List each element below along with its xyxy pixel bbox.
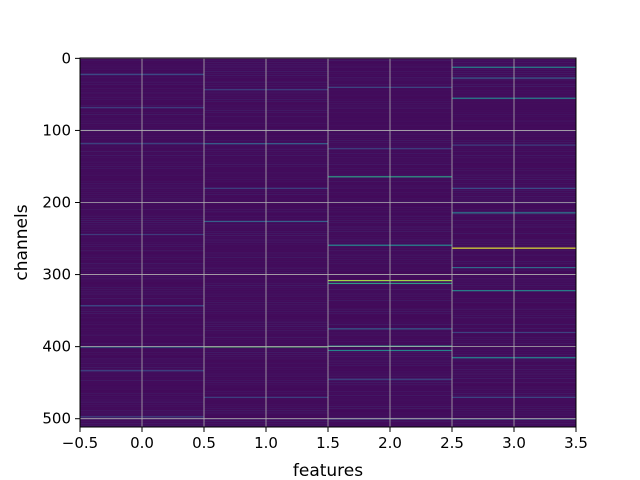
y-tick-label: 400 [42,338,71,356]
y-tick-label: 200 [42,194,71,212]
x-axis-label: features [293,461,363,480]
x-tick-label: 2.5 [440,434,464,452]
y-tick-label: 500 [42,410,71,428]
x-tick-label: −0.5 [62,434,98,452]
x-tick-label: 3.0 [502,434,526,452]
plot-area [79,57,577,428]
y-tick-label: 300 [42,266,71,284]
y-axis-label: channels [12,204,32,280]
y-axis: 0 100 200 300 400 500 [42,49,80,428]
y-tick-label: 0 [61,49,71,67]
y-tick-label: 100 [42,121,71,139]
x-tick-label: 1.5 [316,434,340,452]
x-tick-label: 3.5 [564,434,588,452]
x-axis: −0.5 0.0 0.5 1.0 1.5 2.0 2.5 3.0 3.5 [62,427,588,452]
x-tick-label: 0.5 [192,434,216,452]
x-tick-label: 0.0 [130,434,154,452]
x-tick-label: 2.0 [378,434,402,452]
x-tick-label: 1.0 [254,434,278,452]
